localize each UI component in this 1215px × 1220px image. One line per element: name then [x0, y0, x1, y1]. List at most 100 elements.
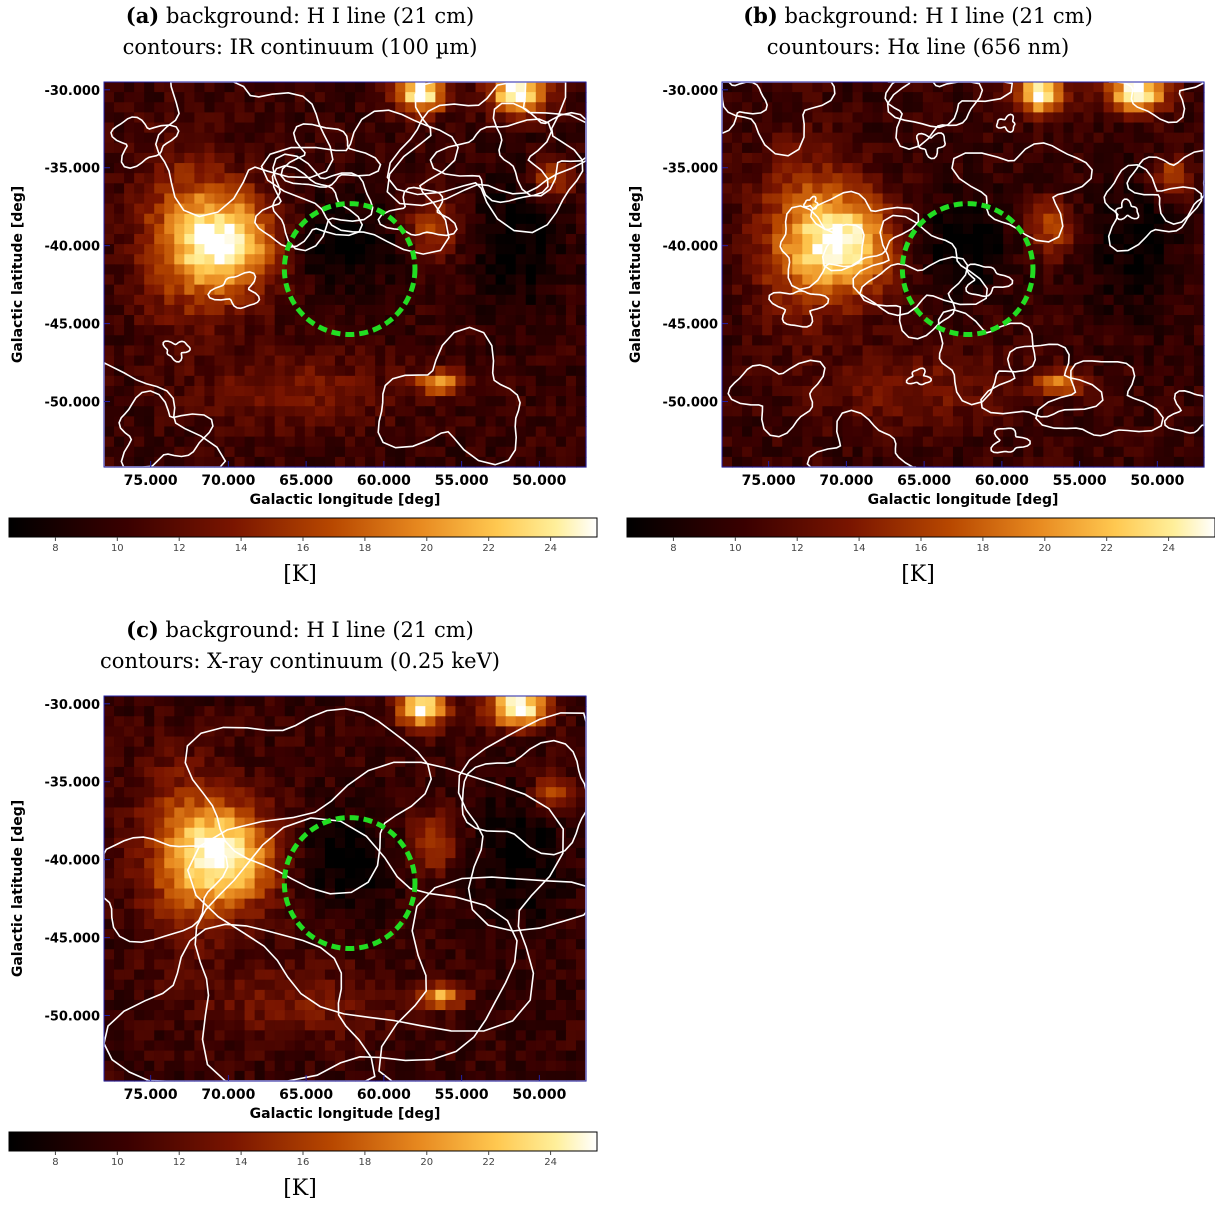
heatmap-cell	[375, 325, 386, 336]
heatmap-cell	[485, 878, 497, 890]
heatmap-cell	[294, 183, 306, 195]
heatmap-cell	[842, 396, 854, 407]
heatmap-cell	[405, 203, 416, 215]
heatmap-cell	[1113, 426, 1125, 438]
heatmap-cell	[445, 929, 457, 940]
heatmap-cell	[902, 416, 914, 428]
heatmap-cell	[224, 203, 236, 215]
heatmap-cell	[244, 335, 256, 347]
heatmap-cell	[425, 787, 436, 798]
heatmap-cell	[465, 446, 477, 458]
heatmap-cell	[792, 426, 803, 438]
heatmap-cell	[345, 163, 356, 174]
heatmap-cell	[194, 82, 206, 93]
heatmap-cell	[154, 193, 165, 205]
heatmap-cell	[385, 898, 396, 910]
heatmap-cell	[194, 375, 206, 387]
heatmap-cell	[405, 122, 416, 134]
heatmap-cell	[732, 193, 743, 205]
heatmap-cell	[274, 817, 286, 829]
heatmap-cell	[1103, 355, 1115, 367]
heatmap-cell	[1053, 213, 1065, 225]
heatmap-cell	[1143, 82, 1155, 93]
heatmap-cell	[1173, 294, 1185, 306]
heatmap-cell	[355, 777, 366, 788]
heatmap-cell	[164, 716, 175, 727]
heatmap-cell	[264, 284, 276, 296]
heatmap-cell	[1013, 264, 1024, 276]
heatmap-cell	[732, 385, 743, 397]
heatmap-cell	[144, 274, 155, 286]
heatmap-cell	[882, 325, 894, 336]
heatmap-cell	[194, 163, 206, 174]
heatmap-cell	[355, 203, 366, 215]
heatmap-cell	[445, 416, 457, 428]
heatmap-cell	[435, 726, 447, 738]
heatmap-cell	[922, 213, 934, 225]
heatmap-cell	[882, 294, 894, 306]
heatmap-cell	[345, 746, 356, 758]
heatmap-cell	[485, 736, 497, 748]
heatmap-cell	[545, 385, 557, 397]
heatmap-cell	[385, 878, 396, 890]
heatmap-cell	[415, 777, 426, 788]
heatmap-cell	[204, 183, 216, 195]
heatmap-cell	[375, 939, 386, 950]
heatmap-cell	[973, 345, 984, 357]
heatmap-cell	[515, 142, 527, 154]
heatmap-cell	[274, 294, 286, 306]
heatmap-cell	[314, 345, 326, 357]
heatmap-cell	[455, 396, 467, 407]
heatmap-cell	[334, 233, 346, 245]
heatmap-cell	[892, 416, 904, 428]
heatmap-cell	[435, 223, 447, 235]
heatmap-cell	[124, 203, 135, 215]
heatmap-cell	[345, 385, 356, 397]
heatmap-cell	[1023, 163, 1034, 174]
heatmap-cell	[345, 244, 356, 255]
heatmap-cell	[973, 426, 984, 438]
heatmap-cell	[882, 315, 894, 326]
heatmap-cell	[1043, 203, 1054, 215]
heatmap-cell	[1143, 163, 1155, 174]
heatmap-cell	[575, 335, 587, 347]
contour-line	[937, 308, 1037, 406]
heatmap-cell	[204, 142, 216, 154]
heatmap-cell	[922, 163, 934, 174]
heatmap-cell	[324, 233, 336, 245]
heatmap-cell	[425, 294, 436, 306]
heatmap-cell	[822, 456, 834, 468]
heatmap-cell	[345, 726, 356, 738]
heatmap-cell	[164, 294, 175, 306]
heatmap-cell	[385, 868, 396, 879]
heatmap-cell	[742, 446, 753, 458]
heatmap-cell	[114, 244, 125, 255]
heatmap-cell	[1023, 416, 1034, 428]
heatmap-cell	[355, 385, 366, 397]
heatmap-cell	[224, 787, 236, 798]
heatmap-cell	[892, 223, 904, 235]
heatmap-cell	[425, 375, 436, 387]
heatmap-cell	[224, 163, 236, 174]
heatmap-cell	[1033, 244, 1044, 255]
heatmap-cell	[1163, 446, 1175, 458]
heatmap-cell	[545, 102, 557, 113]
heatmap-cell	[395, 929, 406, 940]
heatmap-cell	[882, 406, 894, 417]
heatmap-cell	[505, 706, 517, 717]
heatmap-cell	[852, 183, 864, 195]
heatmap-cell	[415, 807, 426, 819]
heatmap-cell	[1163, 315, 1175, 326]
heatmap-cell	[445, 827, 457, 839]
heatmap-cell	[214, 756, 226, 768]
heatmap-cell	[1073, 284, 1085, 296]
heatmap-cell	[565, 736, 577, 748]
heatmap-cell	[505, 696, 517, 707]
heatmap-cell	[264, 112, 276, 124]
heatmap-cell	[545, 396, 557, 407]
heatmap-cell	[475, 837, 487, 849]
heatmap-cell	[782, 112, 793, 124]
heatmap-cell	[355, 746, 366, 758]
heatmap-cell	[505, 416, 517, 428]
heatmap-cell	[405, 335, 416, 347]
